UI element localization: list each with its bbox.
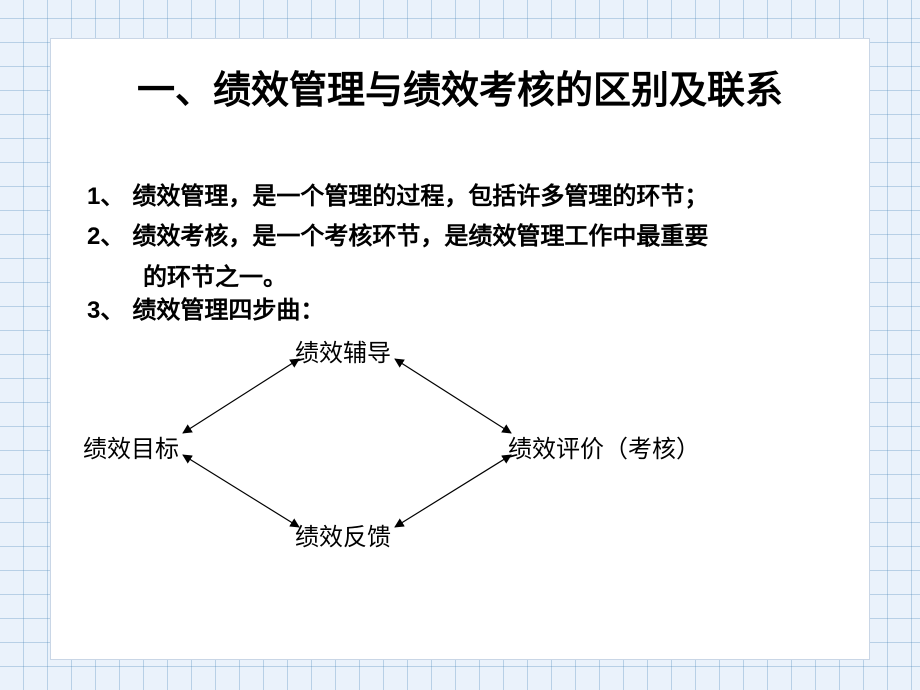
list-item-text: 绩效管理四步曲： bbox=[132, 292, 324, 329]
list-item-number: 2、 bbox=[87, 218, 124, 255]
body-list: 1、 绩效管理，是一个管理的过程，包括许多管理的环节； 2、 绩效考核，是一个考… bbox=[87, 178, 833, 329]
slide-panel: 一、绩效管理与绩效考核的区别及联系 1、 绩效管理，是一个管理的过程，包括许多管… bbox=[50, 38, 870, 660]
diagram-edge bbox=[395, 455, 511, 527]
diagram-node-coach: 绩效辅导 bbox=[295, 333, 391, 368]
four-step-diagram: 绩效目标绩效辅导绩效反馈绩效评价（考核） bbox=[83, 333, 783, 543]
diagram-node-feedback: 绩效反馈 bbox=[295, 517, 391, 552]
list-item: 3、 绩效管理四步曲： bbox=[87, 292, 833, 329]
list-item-number: 3、 bbox=[87, 292, 124, 329]
list-item-text: 绩效管理，是一个管理的过程，包括许多管理的环节； bbox=[132, 178, 708, 215]
diagram-node-goal: 绩效目标 bbox=[83, 429, 179, 464]
diagram-edge bbox=[183, 359, 299, 433]
diagram-node-eval: 绩效评价（考核） bbox=[508, 429, 700, 464]
list-item: 1、 绩效管理，是一个管理的过程，包括许多管理的环节； bbox=[87, 178, 833, 215]
diagram-edge bbox=[395, 359, 511, 433]
list-item-text: 绩效考核，是一个考核环节，是绩效管理工作中最重要 bbox=[132, 218, 708, 255]
list-item-continuation: 的环节之一。 bbox=[143, 257, 833, 292]
list-item: 2、 绩效考核，是一个考核环节，是绩效管理工作中最重要 bbox=[87, 218, 833, 255]
slide-title: 一、绩效管理与绩效考核的区别及联系 bbox=[87, 67, 833, 116]
list-item-number: 1、 bbox=[87, 178, 124, 215]
diagram-edge bbox=[183, 455, 299, 527]
